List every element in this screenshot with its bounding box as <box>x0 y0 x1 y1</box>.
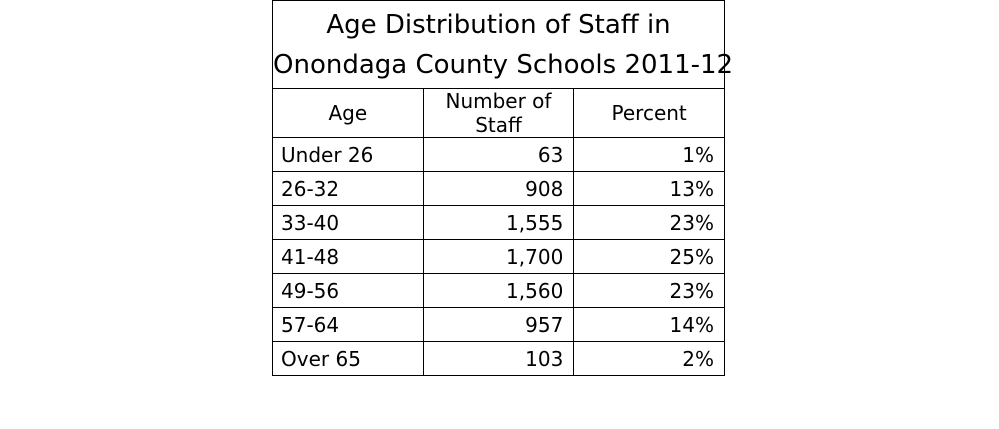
age-cell: 41-48 <box>272 239 424 274</box>
percent-cell: 14% <box>573 307 725 342</box>
percent-cell: 13% <box>573 171 725 206</box>
age-cell: 26-32 <box>272 171 424 206</box>
percent-cell: 23% <box>573 205 725 240</box>
title-row: Age Distribution of Staff in Onondaga Co… <box>272 0 734 89</box>
age-cell: 33-40 <box>272 205 424 240</box>
column-header-percent: Percent <box>573 88 725 138</box>
staff-age-table-container: Age Distribution of Staff in Onondaga Co… <box>272 0 734 376</box>
number-of-staff-cell: 1,560 <box>422 273 575 308</box>
column-header-age: Age <box>272 88 424 138</box>
table-title-line-2: Onondaga County Schools 2011-12 <box>273 49 734 80</box>
number-of-staff-cell: 908 <box>422 171 575 206</box>
table-row: 57-64 957 14% <box>272 307 725 342</box>
table-row: 33-40 1,555 23% <box>272 205 725 240</box>
table-title-line-1: Age Distribution of Staff in <box>326 9 671 40</box>
table-row: 49-56 1,560 23% <box>272 273 725 308</box>
table-row: 41-48 1,700 25% <box>272 239 725 274</box>
number-of-staff-cell: 103 <box>422 341 575 376</box>
age-cell: Over 65 <box>272 341 424 376</box>
table-row: 26-32 908 13% <box>272 171 725 206</box>
number-of-staff-cell: 1,700 <box>422 239 575 274</box>
percent-cell: 25% <box>573 239 725 274</box>
table-title: Age Distribution of Staff in Onondaga Co… <box>272 0 734 89</box>
number-of-staff-cell: 957 <box>422 307 575 342</box>
age-cell: 57-64 <box>272 307 424 342</box>
header-row: Age Number of Staff Percent <box>272 88 725 138</box>
percent-cell: 2% <box>573 341 725 376</box>
number-of-staff-cell: 63 <box>422 137 575 172</box>
percent-cell: 1% <box>573 137 725 172</box>
table-row: Under 26 63 1% <box>272 137 725 172</box>
age-cell: Under 26 <box>272 137 424 172</box>
staff-age-table: Age Distribution of Staff in Onondaga Co… <box>272 0 734 376</box>
percent-cell: 23% <box>573 273 725 308</box>
table-row: Over 65 103 2% <box>272 341 725 376</box>
age-cell: 49-56 <box>272 273 424 308</box>
table-body: Age Distribution of Staff in Onondaga Co… <box>272 0 734 376</box>
column-header-number-of-staff: Number of Staff <box>422 88 575 138</box>
number-of-staff-cell: 1,555 <box>422 205 575 240</box>
